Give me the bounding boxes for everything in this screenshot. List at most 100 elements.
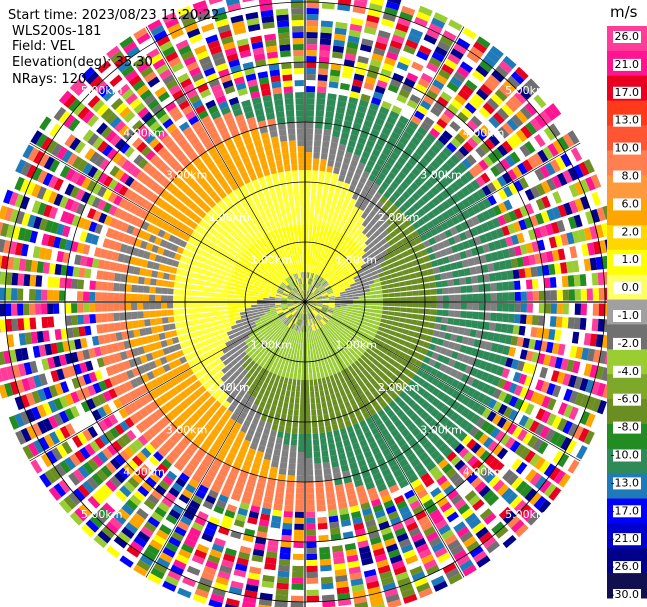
velocity-gate xyxy=(466,285,473,293)
velocity-gate xyxy=(488,116,501,129)
velocity-gate xyxy=(591,272,599,286)
velocity-gate xyxy=(372,91,384,100)
velocity-gate xyxy=(487,352,496,363)
velocity-gate xyxy=(374,177,383,186)
velocity-gate xyxy=(466,294,473,302)
velocity-gate xyxy=(324,246,330,253)
velocity-gate xyxy=(318,384,324,391)
velocity-gate xyxy=(305,254,308,261)
velocity-gate xyxy=(305,146,313,153)
velocity-gate xyxy=(299,355,302,362)
velocity-gate xyxy=(591,191,602,206)
velocity-gate xyxy=(336,9,350,18)
velocity-gate xyxy=(312,367,316,374)
velocity-gate xyxy=(315,396,321,404)
velocity-gate xyxy=(306,565,318,572)
velocity-gate xyxy=(345,310,352,315)
velocity-gate xyxy=(393,248,401,256)
velocity-gate xyxy=(372,274,380,280)
velocity-gate xyxy=(376,35,389,45)
velocity-gate xyxy=(272,454,280,462)
velocity-gate xyxy=(545,341,554,354)
velocity-gate xyxy=(306,547,317,554)
velocity-gate xyxy=(507,313,515,323)
velocity-gate xyxy=(271,386,277,394)
velocity-gate xyxy=(454,294,461,302)
velocity-gate xyxy=(434,182,445,192)
velocity-gate xyxy=(306,559,318,566)
velocity-gate xyxy=(424,289,431,296)
velocity-gate xyxy=(425,190,436,200)
velocity-gate xyxy=(360,93,371,102)
velocity-gate xyxy=(291,427,298,434)
velocity-gate xyxy=(323,283,330,288)
velocity-gate xyxy=(411,22,426,33)
velocity-gate xyxy=(325,202,331,210)
velocity-gate xyxy=(341,71,353,79)
velocity-gate xyxy=(339,255,345,262)
velocity-gate xyxy=(305,236,309,243)
velocity-gate xyxy=(357,216,365,225)
velocity-gate xyxy=(11,272,19,286)
velocity-gate xyxy=(470,347,479,357)
velocity-gate xyxy=(403,44,416,55)
velocity-gate xyxy=(422,276,430,283)
velocity-gate xyxy=(389,330,397,336)
velocity-gate xyxy=(306,493,315,500)
velocity-gate xyxy=(460,186,471,197)
velocity-gate xyxy=(333,289,340,293)
velocity-gate xyxy=(369,312,377,317)
velocity-gate xyxy=(137,285,144,293)
velocity-gate xyxy=(305,469,314,476)
velocity-gate xyxy=(275,437,283,445)
velocity-gate xyxy=(370,328,378,334)
velocity-gate xyxy=(556,219,566,233)
velocity-gate xyxy=(357,162,366,171)
velocity-gate xyxy=(364,292,371,296)
velocity-gate xyxy=(23,303,30,316)
velocity-gate xyxy=(463,267,471,276)
velocity-gate xyxy=(149,286,156,294)
velocity-gate xyxy=(307,284,310,291)
velocity-gate xyxy=(380,68,392,78)
velocity-gate xyxy=(355,142,365,151)
velocity-gate xyxy=(385,226,394,234)
velocity-gate xyxy=(436,338,444,346)
velocity-gate xyxy=(418,296,425,302)
velocity-gate xyxy=(419,233,428,242)
velocity-gate xyxy=(314,360,319,368)
velocity-gate xyxy=(372,238,380,245)
velocity-gate xyxy=(320,289,326,293)
velocity-gate xyxy=(125,312,132,320)
velocity-gate xyxy=(325,425,332,433)
velocity-gate xyxy=(386,279,393,285)
velocity-gate xyxy=(487,398,497,410)
velocity-gate xyxy=(512,221,522,233)
velocity-gate xyxy=(306,290,309,297)
velocity-gate xyxy=(506,118,519,131)
velocity-gate xyxy=(328,305,335,309)
velocity-gate xyxy=(346,275,353,280)
velocity-gate xyxy=(448,170,459,181)
velocity-gate xyxy=(340,76,352,85)
velocity-gate xyxy=(294,403,300,410)
velocity-gate xyxy=(538,290,545,301)
velocity-gate xyxy=(476,274,484,283)
velocity-gate xyxy=(482,102,495,115)
velocity-gate xyxy=(316,402,322,410)
velocity-gate xyxy=(502,292,509,301)
velocity-gate xyxy=(428,275,436,282)
velocity-gate xyxy=(320,311,326,315)
velocity-gate xyxy=(333,33,346,42)
velocity-gate xyxy=(328,303,335,305)
velocity-gate xyxy=(393,126,404,136)
velocity-gate xyxy=(513,280,521,290)
velocity-gate xyxy=(399,312,407,318)
velocity-gate xyxy=(390,272,398,279)
velocity-gate xyxy=(405,39,419,50)
velocity-gate xyxy=(251,293,258,297)
velocity-gate xyxy=(363,26,377,36)
velocity-gate xyxy=(203,302,210,307)
velocity-gate xyxy=(473,163,484,175)
velocity-gate xyxy=(556,303,563,315)
